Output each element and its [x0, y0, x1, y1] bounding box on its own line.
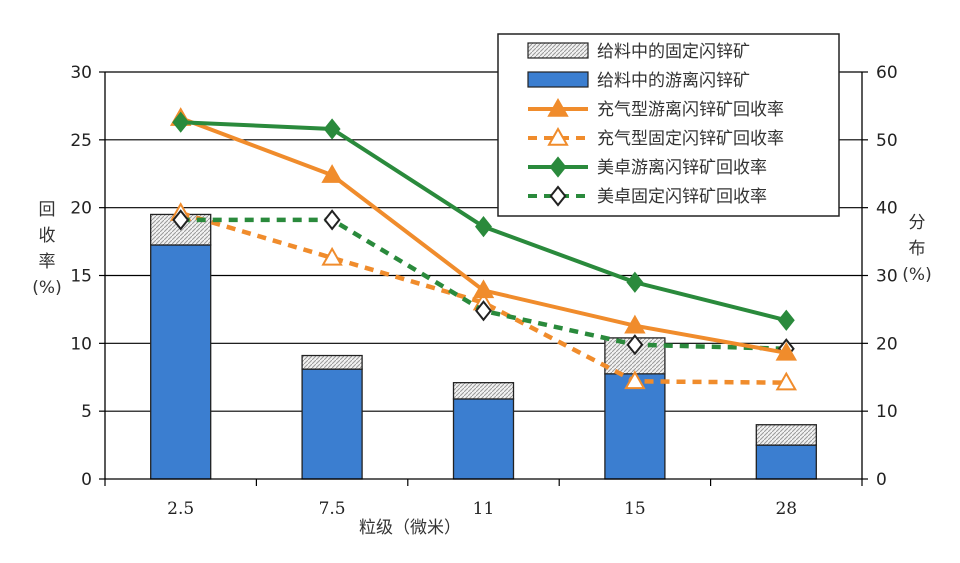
label-layer: 0 5 10 15 20 25 30 0 10 20 30 40 50 60 2.5 7.5 11 15 28 粒级（…: [32, 63, 931, 538]
y-right-title-part: (%): [902, 265, 931, 285]
point-diamond-filled-2.5: [172, 111, 190, 133]
y-left-title-part: 率: [39, 252, 56, 272]
y-left-tick-label: 0: [81, 470, 92, 490]
y-left-tick-label: 5: [81, 402, 92, 422]
point-triangle-filled-15: [624, 314, 646, 334]
x-tick-label-2.5: 2.5: [167, 499, 194, 519]
bar-free-11: [452, 398, 515, 480]
bar-free-28: [755, 444, 817, 480]
y-left-tick-label: 20: [70, 199, 92, 219]
y-right-tick-label: 60: [876, 63, 898, 83]
point-diamond-filled-11: [475, 216, 492, 238]
legend-label: 美卓游离闪锌矿回收率: [597, 158, 767, 178]
point-diamond-open-11: [475, 300, 492, 322]
legend-box: [497, 33, 840, 217]
y-right-tick-label: 50: [876, 131, 898, 151]
grid-layer: [105, 71, 862, 412]
x-axis-title: 粒级（微米）: [359, 518, 461, 538]
point-diamond-open-2.5: [172, 209, 190, 231]
y-right-tick-label: 30: [876, 267, 898, 287]
y-right-tick-label: 10: [876, 402, 898, 422]
y-right-title-part: 布: [909, 239, 926, 259]
y-left-title-part: 收: [39, 226, 56, 246]
y-right-tick-label: 0: [876, 470, 887, 490]
legend-swatch: [527, 42, 589, 59]
x-tick-label-7.5: 7.5: [319, 499, 346, 519]
legend-label: 充气型游离闪锌矿回收率: [597, 100, 784, 120]
x-tick-label-11: 11: [473, 499, 495, 519]
point-triangle-filled-11: [472, 279, 495, 299]
y-left-title-part: 回: [39, 200, 56, 220]
y-right-tick-label: 40: [876, 199, 898, 219]
y-right-title-part: 分: [909, 213, 926, 233]
y-left-tick-label: 10: [70, 334, 92, 354]
series-line-triangle-open: [180, 210, 787, 385]
point-triangle-open-28: [775, 371, 798, 391]
y-left-title-part: (%): [32, 278, 61, 298]
bar-free-2.5: [150, 244, 212, 480]
axis-layer: [99, 71, 868, 486]
point-triangle-open-15: [624, 370, 646, 390]
x-tick-label-15: 15: [624, 499, 646, 519]
point-triangle-filled-28: [775, 341, 798, 361]
y-right-tick-label: 20: [876, 334, 898, 354]
legend-marker: [547, 97, 569, 117]
legend-marker: [549, 185, 567, 207]
legend-label: 给料中的固定闪锌矿: [597, 42, 750, 62]
bar-fixed-11: [452, 382, 515, 400]
legend-label: 美卓固定闪锌矿回收率: [597, 187, 767, 207]
legend-marker: [549, 156, 567, 178]
line-layer: [169, 107, 798, 391]
point-diamond-open-15: [626, 334, 644, 356]
bar-free-7.5: [301, 368, 363, 480]
y-left-tick-label: 25: [70, 131, 92, 151]
point-diamond-open-7.5: [323, 209, 341, 231]
y-left-tick-label: 30: [70, 63, 92, 83]
bar-fixed-7.5: [301, 354, 363, 370]
legend-label: 给料中的游离闪锌矿: [597, 71, 750, 91]
legend-swatch: [527, 71, 589, 88]
y-left-tick-label: 15: [70, 267, 92, 287]
point-diamond-filled-28: [777, 309, 795, 331]
legend-marker: [547, 126, 569, 146]
point-triangle-filled-7.5: [321, 164, 343, 183]
legend: 给料中的固定闪锌矿给料中的游离闪锌矿充气型游离闪锌矿回收率充气型固定闪锌矿回收率…: [497, 33, 840, 217]
bar-free-15: [604, 373, 666, 480]
x-tick-label-28: 28: [775, 499, 797, 519]
point-triangle-open-7.5: [321, 246, 343, 266]
legend-label: 充气型固定闪锌矿回收率: [597, 129, 784, 149]
bar-fixed-28: [755, 424, 817, 446]
point-diamond-filled-15: [626, 271, 644, 293]
point-diamond-filled-7.5: [323, 118, 341, 140]
